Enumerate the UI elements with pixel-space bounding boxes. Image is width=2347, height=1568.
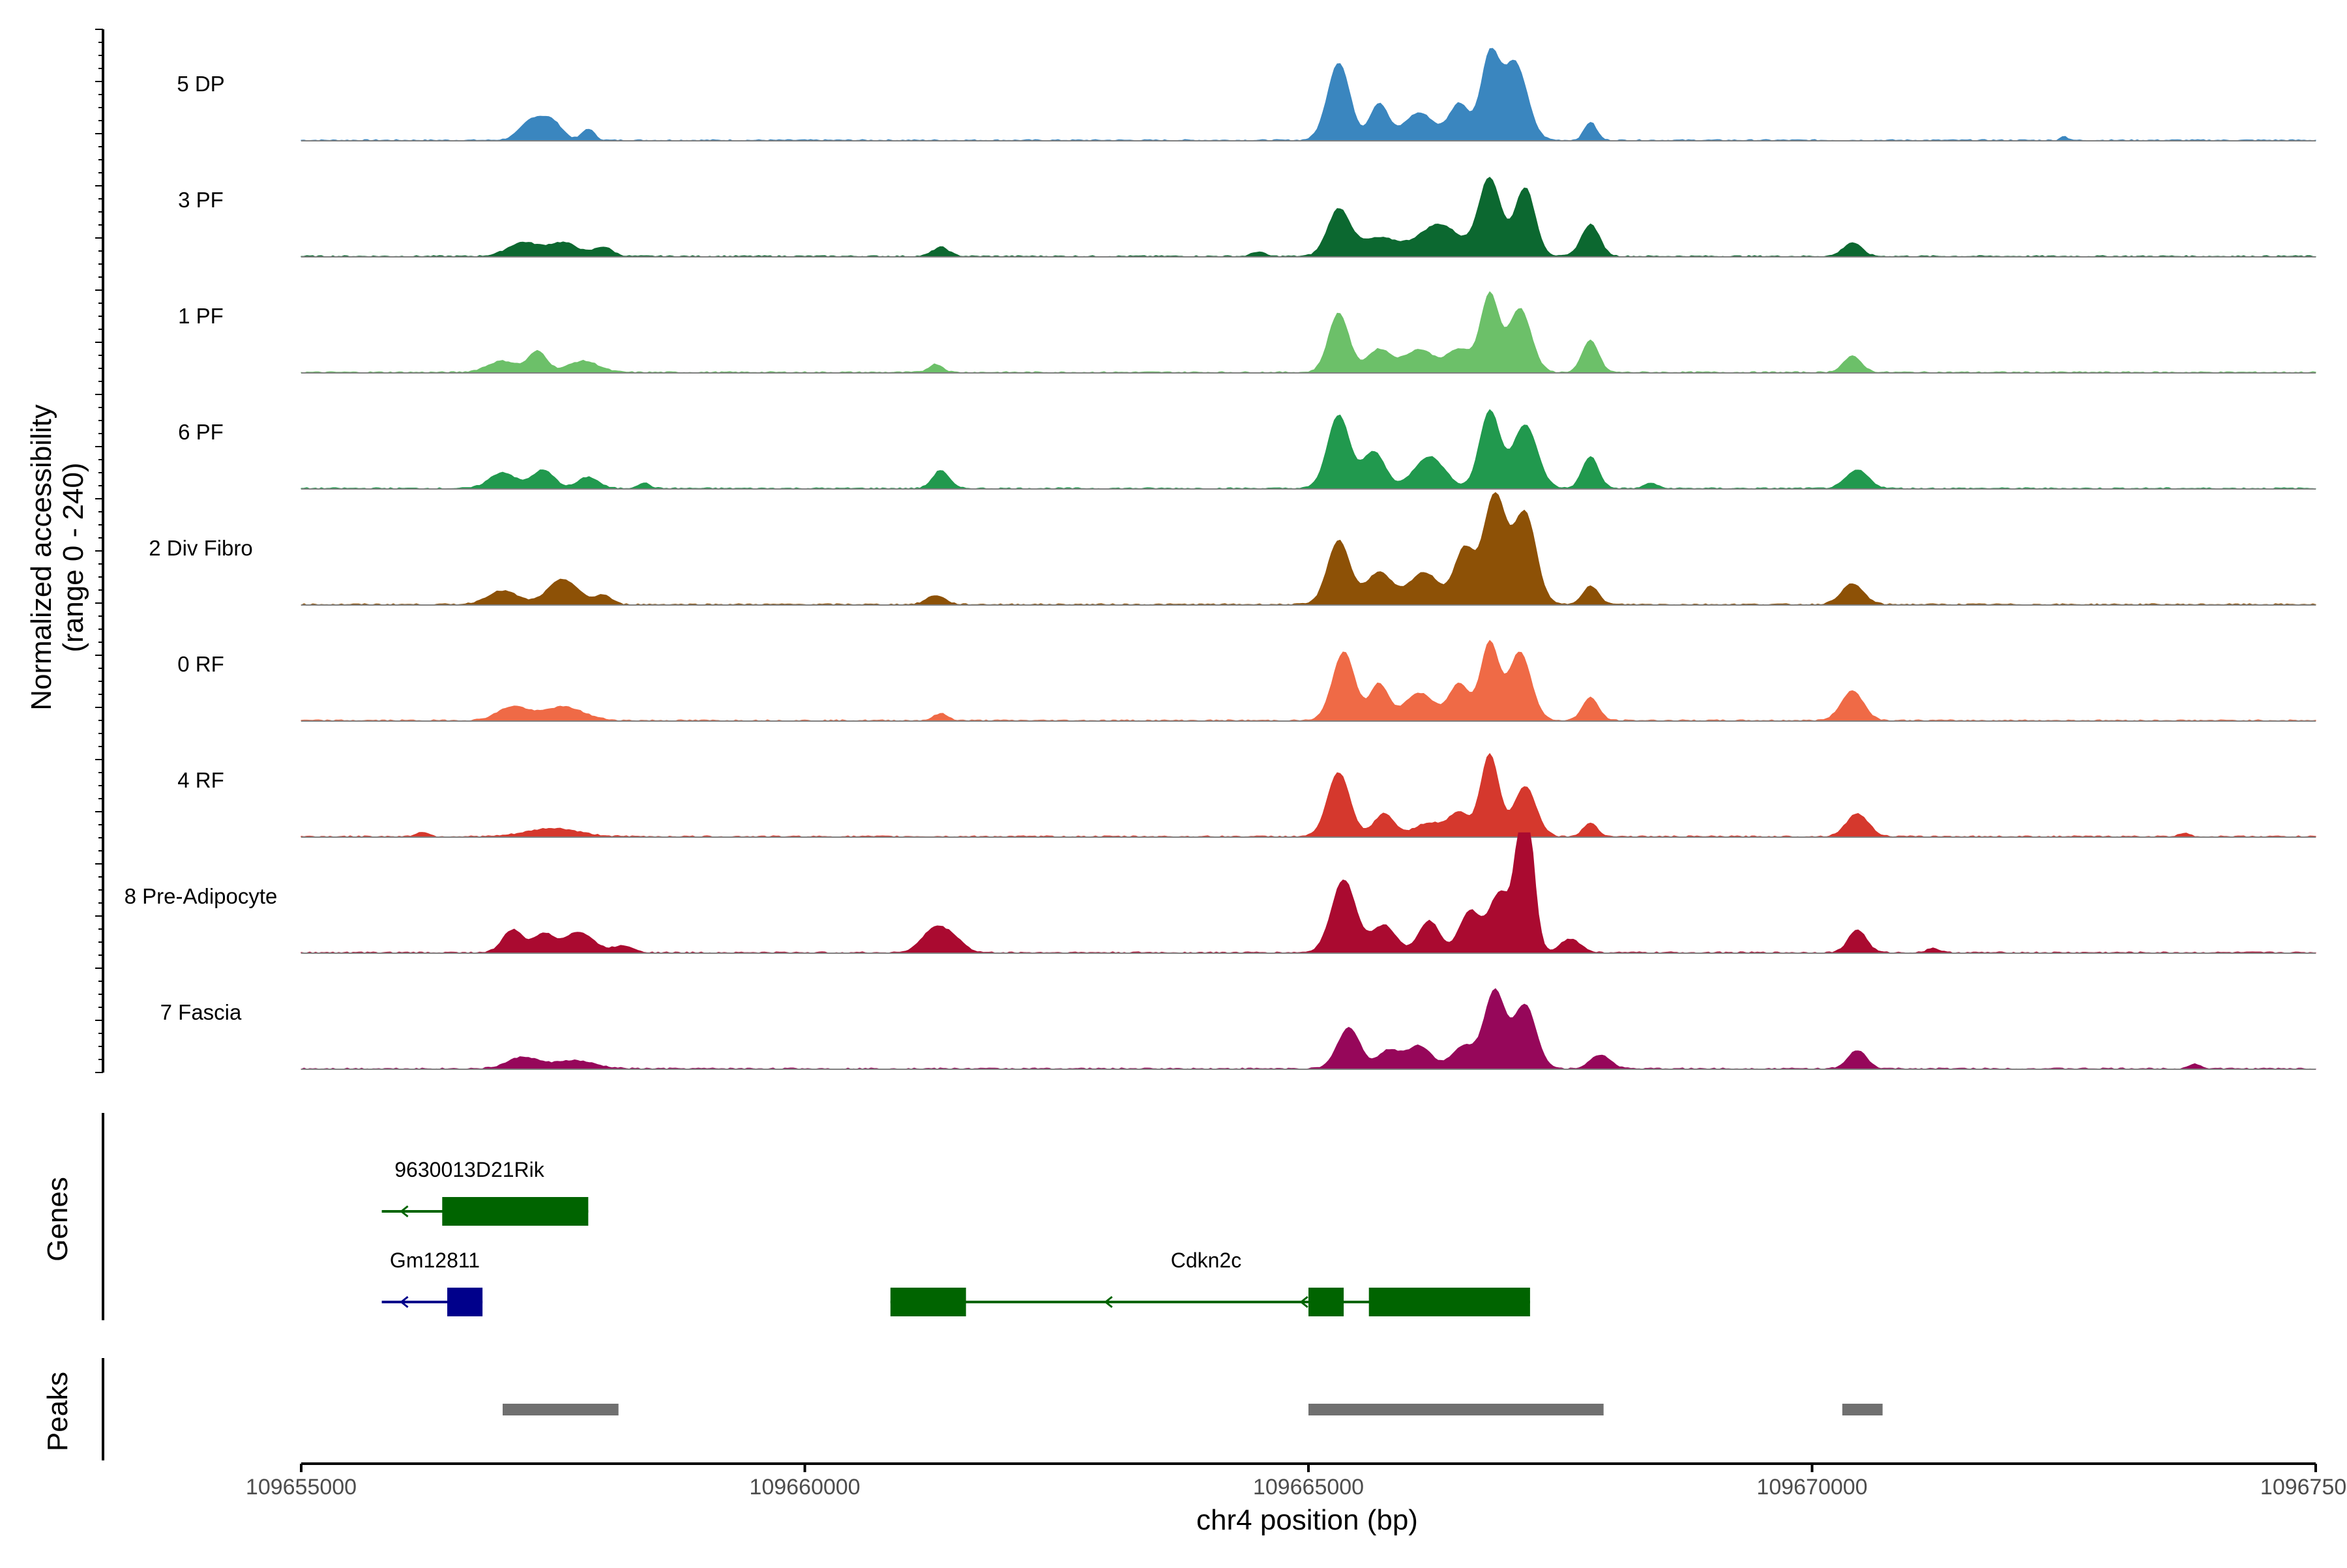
- strand-arrow: [400, 1205, 409, 1218]
- track-label: 6 PF: [178, 420, 224, 444]
- x-tick-label: 109675000: [2260, 1475, 2347, 1500]
- coverage-track: 7 Fascia: [160, 988, 2316, 1070]
- track-label: 3 PF: [178, 188, 224, 212]
- gene-label: Cdkn2c: [1171, 1249, 1242, 1272]
- peaks-panel-label: Peaks: [42, 1372, 74, 1451]
- x-tick-label: 109660000: [749, 1475, 860, 1500]
- gene-model: Cdkn2c: [890, 1249, 1530, 1316]
- x-tick-label: 109665000: [1253, 1475, 1364, 1500]
- track-label: 5 DP: [177, 72, 224, 96]
- coverage-area: [301, 409, 2316, 490]
- strand-arrow: [1104, 1295, 1113, 1309]
- track-label: 0 RF: [177, 652, 224, 676]
- gene-exon: [447, 1288, 483, 1316]
- strand-arrow: [400, 1295, 409, 1309]
- track-label: 1 PF: [178, 304, 224, 328]
- gene-exon: [890, 1288, 966, 1316]
- track-label: 4 RF: [177, 768, 224, 792]
- peak-region: [1308, 1404, 1604, 1415]
- peak-region: [1842, 1404, 1883, 1415]
- coverage-area: [301, 492, 2316, 606]
- track-label: 2 Div Fibro: [149, 536, 253, 560]
- gene-label: 9630013D21Rik: [394, 1158, 545, 1181]
- coverage-area: [301, 752, 2316, 838]
- coverage-track: 1 PF: [178, 291, 2316, 374]
- coverage-track: 3 PF: [178, 177, 2316, 258]
- track-label: 8 Pre-Adipocyte: [125, 884, 278, 908]
- coverage-track: 4 RF: [177, 752, 2316, 838]
- coverage-track: 8 Pre-Adipocyte: [125, 832, 2316, 954]
- coverage-area: [301, 640, 2316, 722]
- x-axis: 109655000 109660000 109665000 109670000 1096…: [246, 1462, 2347, 1500]
- y-axis-range: (range 0 - 240): [57, 462, 89, 652]
- coverage-track: 5 DP: [177, 48, 2316, 141]
- coverage-area: [301, 48, 2316, 141]
- genes-panel: 9630013D21Rik Gm12811 Cdkn2c: [102, 1113, 1530, 1320]
- x-axis-title: chr4 position (bp): [1196, 1504, 1418, 1536]
- peak-region: [503, 1404, 619, 1415]
- coverage-tracks: 5 DP 3 PF 1 PF 6 PF 2 Div Fibro 0 RF 4 RF 8 Pre…: [95, 29, 2316, 1073]
- coverage-track: 2 Div Fibro: [149, 492, 2316, 606]
- gene-model: Gm12811: [381, 1249, 483, 1316]
- peaks-panel: [102, 1358, 1883, 1460]
- track-label: 7 Fascia: [160, 1000, 242, 1024]
- gene-label: Gm12811: [390, 1249, 480, 1272]
- x-tick-label: 109670000: [1756, 1475, 1867, 1500]
- gene-model: 9630013D21Rik: [381, 1158, 589, 1226]
- coverage-area: [301, 988, 2316, 1070]
- coverage-track: 6 PF: [178, 409, 2316, 490]
- gene-exon: [442, 1197, 589, 1226]
- coverage-area: [301, 291, 2316, 374]
- genes-panel-label: Genes: [42, 1177, 74, 1262]
- coverage-track: 0 RF: [177, 640, 2316, 722]
- y-axis-title: Normalized accessibility: [25, 404, 57, 710]
- x-tick-label: 109655000: [246, 1475, 357, 1500]
- coverage-area: [301, 832, 2316, 954]
- gene-exon: [1368, 1288, 1530, 1316]
- gene-exon: [1308, 1288, 1344, 1316]
- coverage-area: [301, 177, 2316, 258]
- strand-arrow: [1299, 1295, 1308, 1309]
